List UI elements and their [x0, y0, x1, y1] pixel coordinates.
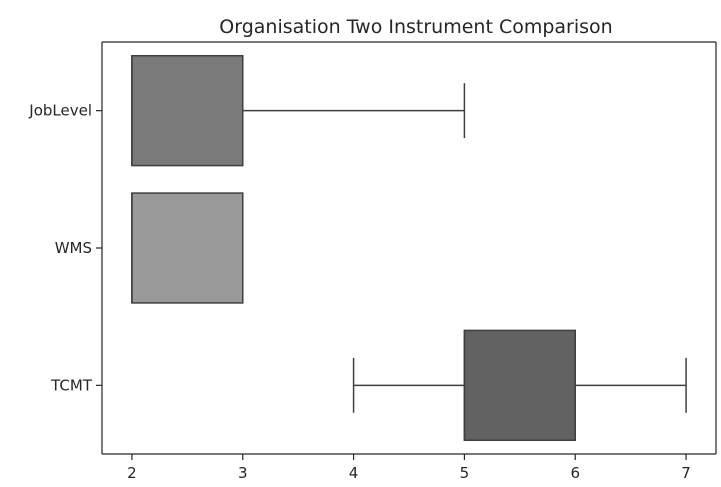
- box-wms: [131, 192, 244, 304]
- y-tick-label-tcmt: TCMT: [50, 376, 93, 394]
- y-tick-label-wms: WMS: [55, 239, 92, 257]
- y-tick-label-joblevel: JobLevel: [28, 102, 92, 120]
- x-tick-label-5: 5: [460, 464, 470, 482]
- boxes-layer: [131, 54, 687, 442]
- x-tick-label-6: 6: [570, 464, 580, 482]
- x-tick-label-7: 7: [681, 464, 691, 482]
- box-group-tcmt: [352, 329, 687, 442]
- x-tick-label-3: 3: [238, 464, 248, 482]
- x-tick-label-2: 2: [127, 464, 137, 482]
- box-tcmt: [463, 329, 576, 442]
- box-group-joblevel: [131, 54, 466, 167]
- ticks-layer: 2 3 4 5 6 7 JobLevel WMS TCMT: [28, 102, 691, 482]
- box-joblevel: [131, 54, 244, 167]
- chart-title: Organisation Two Instrument Comparison: [219, 16, 612, 38]
- x-tick-label-4: 4: [349, 464, 359, 482]
- box-group-wms: [131, 192, 244, 304]
